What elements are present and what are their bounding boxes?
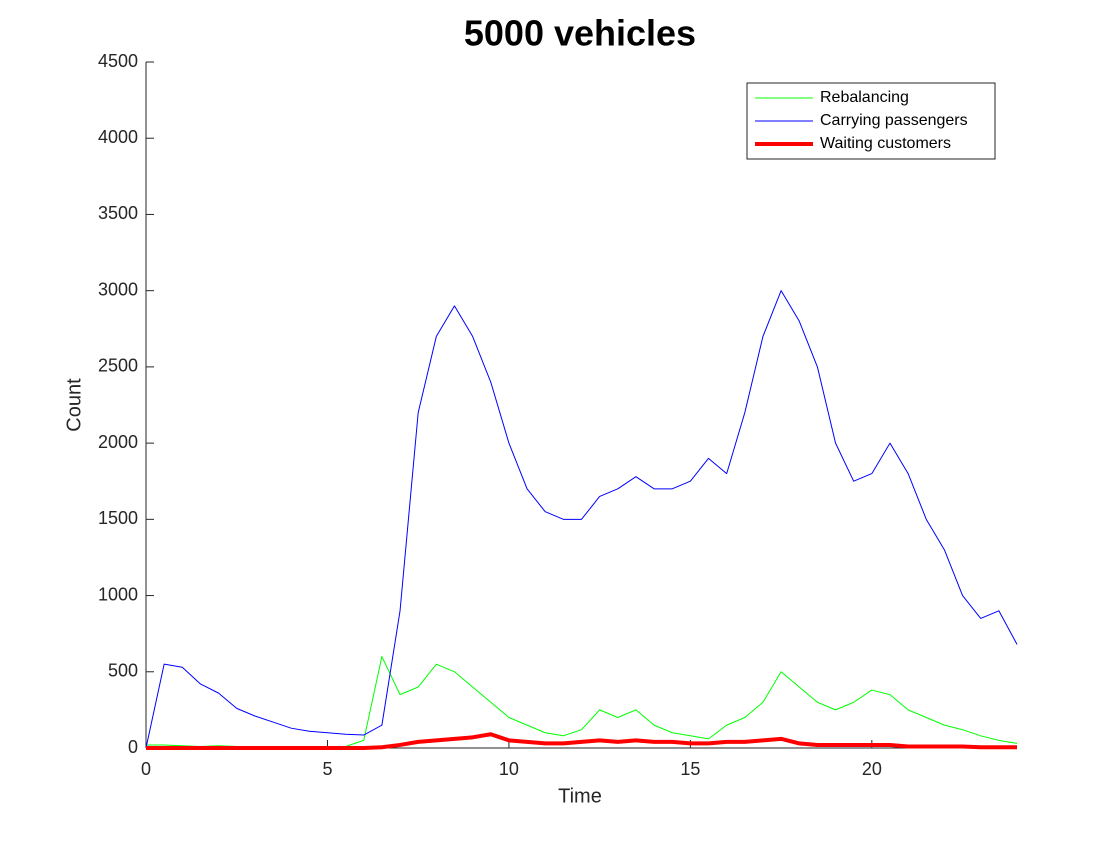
y-tick-label: 1500 [98, 508, 138, 528]
y-tick-label: 3500 [98, 203, 138, 223]
series-line [146, 732, 1017, 750]
y-tick-label: 1000 [98, 584, 138, 604]
x-axis-label: Time [558, 785, 602, 807]
y-tick-label: 500 [108, 661, 138, 681]
legend-label: Rebalancing [820, 89, 909, 106]
legend: Rebalancing Carrying passengers Waiting cu… [746, 82, 996, 160]
x-tick-label: 20 [862, 759, 882, 779]
y-tick-label: 4500 [98, 51, 138, 71]
legend-label: Carrying passengers [820, 112, 968, 129]
y-axis-label: Count [63, 378, 85, 432]
legend-label: Waiting customers [820, 135, 951, 152]
x-tick-label: 10 [499, 759, 519, 779]
series-line [145, 290, 1018, 749]
series-line [146, 656, 1018, 748]
y-tick-label: 0 [128, 737, 138, 757]
x-tick-label: 15 [680, 759, 700, 779]
chart-title: 5000 vehicles [464, 13, 696, 54]
x-tick-label: 0 [141, 759, 151, 779]
x-tick-label: 5 [322, 759, 332, 779]
y-tick-label: 2000 [98, 432, 138, 452]
y-tick-label: 4000 [98, 127, 138, 147]
y-tick-label: 2500 [98, 356, 138, 376]
y-tick-label: 3000 [98, 279, 138, 299]
